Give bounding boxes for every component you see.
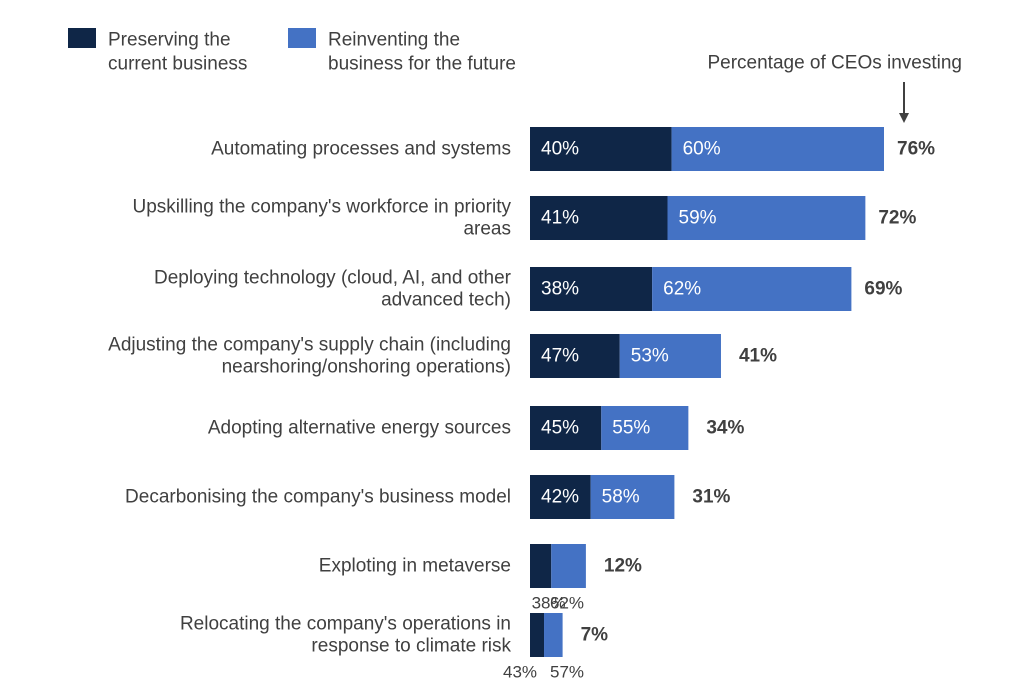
category-label: nearshoring/onshoring operations) [222,357,511,378]
bar-row: Upskilling the company's workforce in pr… [133,196,917,240]
total-label: 12% [604,556,642,577]
segment-label-preserving: 41% [541,208,579,229]
bar-row: Decarbonising the company's business mod… [125,475,731,519]
bar-row: Deploying technology (cloud, AI, and oth… [154,267,903,311]
bar-segment-reinventing [671,127,884,171]
category-label: Automating processes and systems [211,139,511,160]
total-label: 69% [864,279,902,300]
segment-label-reinventing: 55% [612,418,650,439]
segment-label-reinventing: 60% [683,139,721,160]
legend-label: business for the future [328,54,516,75]
segment-label-preserving: 45% [541,418,579,439]
bar-segment-reinventing [619,334,721,378]
segment-label-reinventing: 57% [550,663,584,682]
category-label: Upskilling the company's workforce in pr… [133,197,512,218]
legend-swatch-preserving [68,28,96,48]
segment-label-reinventing: 62% [550,594,584,613]
segment-label-preserving: 38% [541,279,579,300]
bar-segment-reinventing [590,475,675,519]
category-label: Adjusting the company's supply chain (in… [108,335,511,356]
bar-segment-reinventing [652,267,852,311]
bar-segment-preserving [530,406,602,450]
segment-label-reinventing: 53% [631,346,669,367]
bar-row: Relocating the company's operations inre… [180,613,608,682]
bar-row: Adopting alternative energy sources 45% 55… [208,406,745,450]
category-label: advanced tech) [381,290,511,311]
category-label: Decarbonising the company's business mod… [125,487,511,508]
segment-label-preserving: 38% [532,594,566,613]
bar-segment-preserving [530,544,552,588]
bar-segment-preserving [530,334,620,378]
total-label: 31% [692,487,730,508]
bar-segment-reinventing [544,613,563,657]
total-label: 72% [878,208,916,229]
segment-label-preserving: 42% [541,487,579,508]
category-label: Adopting alternative energy sources [208,418,511,439]
bar-row: Adjusting the company's supply chain (in… [108,334,777,378]
legend-label: Preserving the [108,30,231,51]
bar-row: Automating processes and systems 40% 60% 76… [211,127,935,171]
bar-segment-preserving [530,475,591,519]
category-label: response to climate risk [311,636,511,657]
category-label: areas [463,219,511,240]
annotation: Percentage of CEOs investing [707,53,962,123]
total-label: 34% [706,418,744,439]
category-label: Deploying technology (cloud, AI, and oth… [154,268,512,289]
category-label: Relocating the company's operations in [180,614,511,635]
category-label: Exploting in metaverse [319,556,511,577]
bar-row: Exploting in metaverse 38%62% 12% [319,544,642,613]
bar-segment-reinventing [551,544,586,588]
bar-segment-reinventing [667,196,866,240]
total-label: 7% [581,625,609,646]
legend-label: Reinventing the [328,30,460,51]
segment-label-reinventing: 58% [602,487,640,508]
segment-label-reinventing: 59% [679,208,717,229]
annotation-arrow-head [899,113,909,123]
segment-label-preserving: 47% [541,346,579,367]
bar-segment-preserving [530,196,668,240]
total-label: 41% [739,346,777,367]
bar-segment-preserving [530,127,672,171]
annotation-label: Percentage of CEOs investing [707,53,962,74]
legend-label: current business [108,54,247,75]
bar-segment-preserving [530,267,653,311]
segment-label-preserving: 43% [503,663,537,682]
bars: Automating processes and systems 40% 60% 76… [108,127,935,682]
segment-label-preserving: 40% [541,139,579,160]
bar-segment-preserving [530,613,545,657]
legend-swatch-reinventing [288,28,316,48]
segment-label-reinventing: 62% [663,279,701,300]
total-label: 76% [897,139,935,160]
bar-segment-reinventing [601,406,689,450]
legend: Preserving the current business Reinventin… [68,28,516,75]
